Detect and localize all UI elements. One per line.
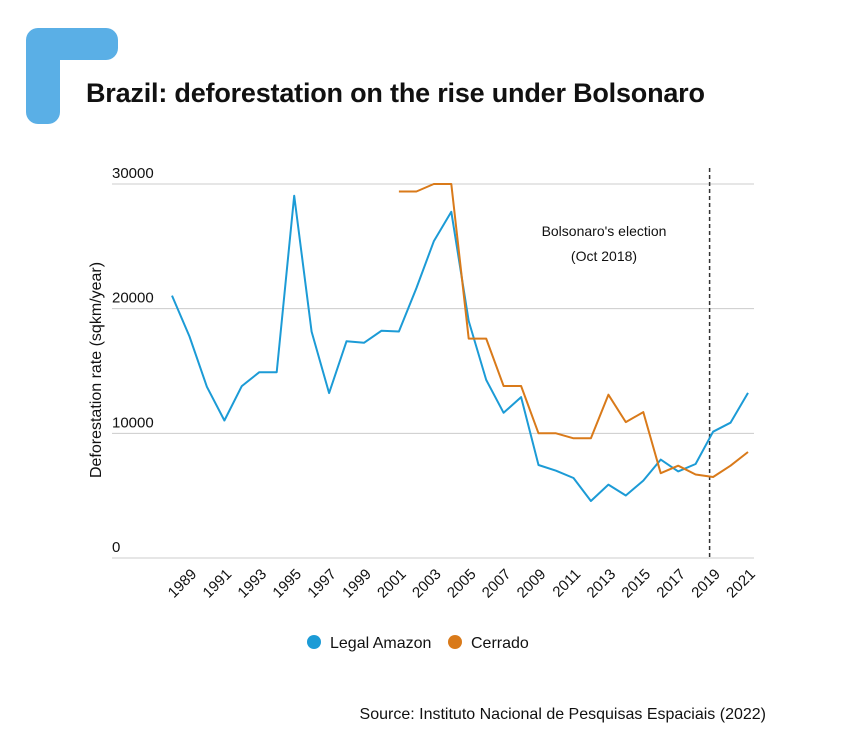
x-tick-label: 2005 — [444, 566, 480, 602]
series-lines — [171, 183, 749, 502]
y-tick-label: 10000 — [112, 414, 154, 431]
logo-shape — [26, 28, 118, 124]
legend: Legal Amazon Cerrado — [307, 635, 529, 652]
x-tick-label: 2001 — [374, 566, 410, 602]
chart-title: Brazil: deforestation on the rise under … — [86, 78, 705, 108]
legend-label-legal-amazon: Legal Amazon — [330, 635, 431, 652]
x-tick-label: 2019 — [688, 566, 724, 602]
annotation-line-1: Bolsonaro's election — [542, 223, 667, 239]
y-tick-label: 20000 — [112, 290, 154, 307]
x-tick-label: 1989 — [165, 566, 201, 602]
y-axis-title: Deforestation rate (sqkm/year) — [88, 262, 105, 478]
x-tick-label: 2003 — [409, 566, 445, 602]
line-chart: 0 10000 20000 30000 1989 1991 1993 1995 1997 199… — [88, 165, 759, 652]
x-tick-label: 2017 — [653, 566, 689, 602]
x-tick-label: 2021 — [723, 566, 759, 602]
series-line-legal-amazon — [171, 194, 749, 502]
legend-label-cerrado: Cerrado — [471, 635, 529, 652]
x-tick-label: 2013 — [584, 566, 620, 602]
x-tick-label: 2015 — [618, 566, 654, 602]
x-tick-label: 2009 — [514, 566, 550, 602]
y-tick-label: 30000 — [112, 165, 154, 182]
source-note: Source: Instituto Nacional de Pesquisas … — [359, 706, 766, 723]
x-tick-label: 1991 — [200, 566, 236, 602]
series-line-cerrado — [398, 183, 749, 478]
brand-logo — [26, 28, 118, 124]
grid-lines — [112, 183, 754, 559]
legend-marker-legal-amazon — [307, 635, 321, 649]
x-tick-label: 1993 — [234, 566, 270, 602]
annotation-line-2: (Oct 2018) — [571, 248, 637, 264]
x-tick-label: 2007 — [479, 566, 515, 602]
y-axis-ticks: 0 10000 20000 30000 — [112, 165, 154, 556]
x-tick-label: 1995 — [269, 566, 305, 602]
y-tick-label: 0 — [112, 539, 120, 556]
x-tick-label: 2011 — [549, 566, 584, 601]
x-axis-ticks: 1989 1991 1993 1995 1997 1999 2001 2003 2005 2007… — [165, 566, 759, 602]
x-tick-label: 1997 — [304, 566, 340, 602]
x-tick-label: 1999 — [339, 566, 375, 602]
legend-marker-cerrado — [448, 635, 462, 649]
